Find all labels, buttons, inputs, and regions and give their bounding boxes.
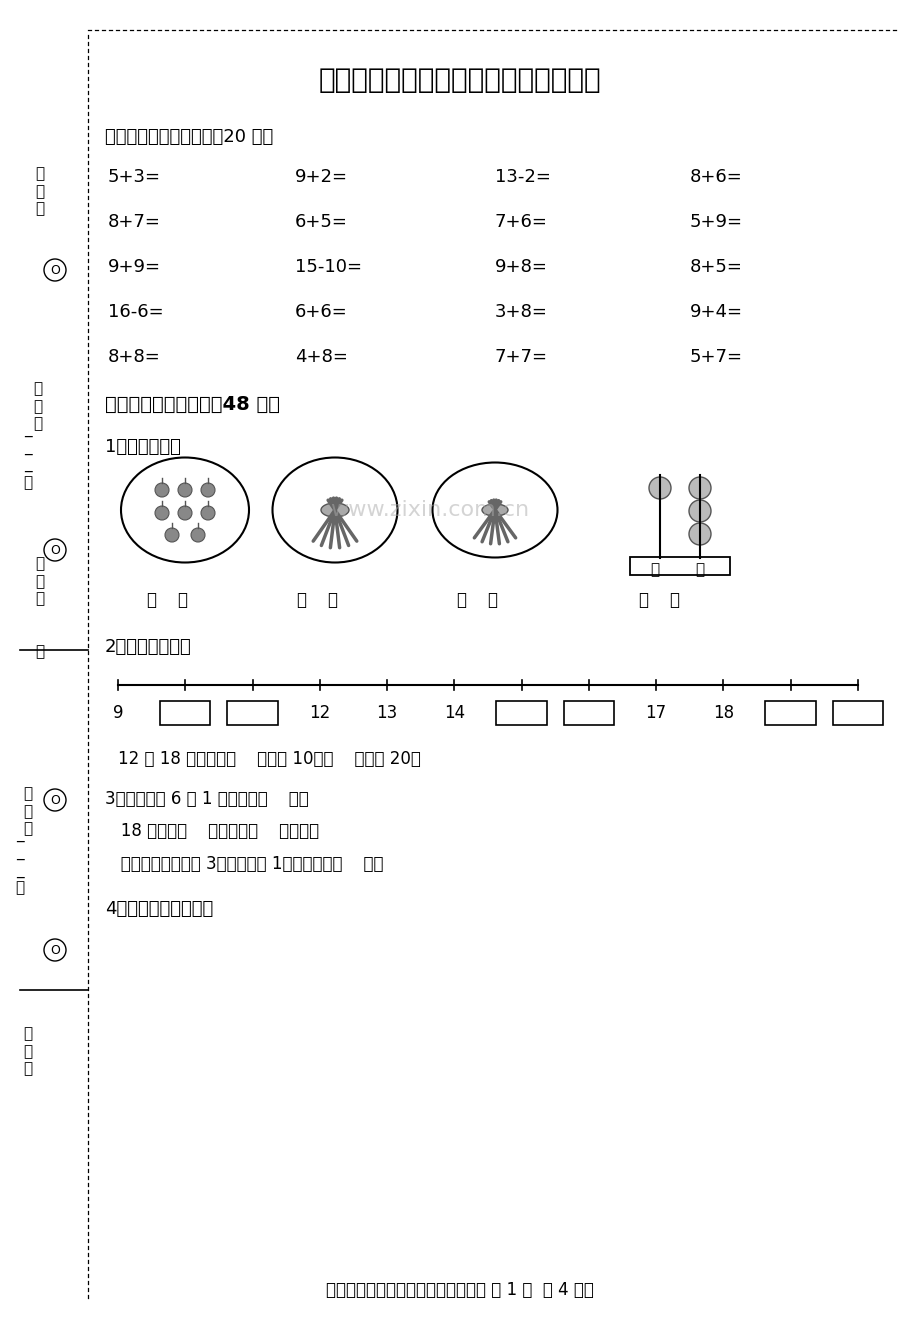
Text: 校: 校 bbox=[23, 1044, 32, 1058]
Circle shape bbox=[648, 477, 670, 499]
Text: （    ）: （ ） bbox=[147, 591, 188, 609]
Text: ：: ： bbox=[36, 201, 44, 216]
Text: 15-10=: 15-10= bbox=[295, 259, 361, 276]
Text: 7+7=: 7+7= bbox=[494, 348, 548, 367]
Text: 3+8=: 3+8= bbox=[494, 303, 548, 321]
Text: 17: 17 bbox=[645, 704, 666, 722]
Text: （    ）: （ ） bbox=[457, 591, 498, 609]
Text: 山口铺小学一年级上期期末数学试卷七: 山口铺小学一年级上期期末数学试卷七 bbox=[318, 67, 601, 95]
Text: 14: 14 bbox=[443, 704, 464, 722]
Circle shape bbox=[165, 528, 179, 543]
Text: 二、我会正确填写。（48 分）: 二、我会正确填写。（48 分） bbox=[105, 395, 279, 415]
Bar bbox=[496, 701, 546, 725]
Text: 6+6=: 6+6= bbox=[295, 303, 347, 321]
Circle shape bbox=[191, 528, 205, 543]
Text: O: O bbox=[50, 264, 60, 276]
Text: 5+3=: 5+3= bbox=[108, 168, 161, 187]
Text: 5+9=: 5+9= bbox=[689, 213, 743, 231]
Text: 考: 考 bbox=[36, 167, 44, 181]
Ellipse shape bbox=[321, 503, 348, 517]
Text: 8+5=: 8+5= bbox=[689, 259, 742, 276]
Text: 9+4=: 9+4= bbox=[689, 303, 743, 321]
Bar bbox=[160, 701, 210, 725]
Text: 9+9=: 9+9= bbox=[108, 259, 161, 276]
Text: _: _ bbox=[17, 862, 24, 877]
Text: www.zixin.com.cn: www.zixin.com.cn bbox=[330, 500, 529, 520]
Text: 8+8=: 8+8= bbox=[108, 348, 161, 367]
Text: 一、我能细心填得数。（20 分）: 一、我能细心填得数。（20 分） bbox=[105, 128, 273, 147]
Text: 2、按顺序填数。: 2、按顺序填数。 bbox=[105, 639, 191, 656]
Text: 班: 班 bbox=[23, 786, 32, 801]
Circle shape bbox=[200, 507, 215, 520]
Text: 16-6=: 16-6= bbox=[108, 303, 164, 321]
Circle shape bbox=[177, 507, 192, 520]
Text: O: O bbox=[50, 793, 60, 806]
Text: 18 里面有（    ）个十和（    ）个一。: 18 里面有（ ）个十和（ ）个一。 bbox=[105, 822, 319, 840]
Text: ：: ： bbox=[36, 592, 44, 607]
Circle shape bbox=[200, 483, 215, 497]
Text: 密: 密 bbox=[16, 880, 25, 894]
Circle shape bbox=[154, 483, 169, 497]
Text: 十: 十 bbox=[650, 563, 659, 577]
Text: _: _ bbox=[24, 457, 32, 472]
Bar bbox=[832, 701, 882, 725]
Text: 场: 场 bbox=[33, 399, 42, 413]
Text: 9: 9 bbox=[113, 704, 123, 722]
Ellipse shape bbox=[482, 504, 507, 516]
Text: 5+7=: 5+7= bbox=[689, 348, 743, 367]
Text: 9+8=: 9+8= bbox=[494, 259, 548, 276]
Text: 8+7=: 8+7= bbox=[108, 213, 161, 231]
Circle shape bbox=[177, 483, 192, 497]
Text: 封: 封 bbox=[36, 644, 44, 659]
Text: 13-2=: 13-2= bbox=[494, 168, 550, 187]
Text: 号: 号 bbox=[36, 184, 44, 199]
Text: _: _ bbox=[17, 845, 24, 860]
Bar bbox=[563, 701, 614, 725]
Circle shape bbox=[688, 477, 710, 499]
Bar bbox=[765, 701, 815, 725]
Text: 9+2=: 9+2= bbox=[295, 168, 347, 187]
Text: O: O bbox=[50, 544, 60, 556]
Text: 8+6=: 8+6= bbox=[689, 168, 742, 187]
Text: 一个数的个位上是 3，十位上是 1，这个数是（    ）。: 一个数的个位上是 3，十位上是 1，这个数是（ ）。 bbox=[105, 854, 383, 873]
Text: 级: 级 bbox=[23, 475, 32, 491]
Text: 学: 学 bbox=[23, 1026, 32, 1041]
Text: O: O bbox=[50, 944, 60, 957]
Text: 4、数一数，填一填。: 4、数一数，填一填。 bbox=[105, 900, 213, 918]
Text: 姓: 姓 bbox=[36, 556, 44, 571]
Text: 18: 18 bbox=[712, 704, 733, 722]
Bar bbox=[630, 557, 729, 575]
Text: ：: ： bbox=[33, 416, 42, 432]
Text: ：: ： bbox=[23, 1061, 32, 1076]
Bar bbox=[227, 701, 278, 725]
Text: _: _ bbox=[24, 423, 32, 437]
Text: 12 和 18 两个数，（    ）接近 10，（    ）接近 20。: 12 和 18 两个数，（ ）接近 10，（ ）接近 20。 bbox=[118, 750, 420, 768]
Text: 【小学一年级期末素质测评数学试卷 第 1 页  共 4 页】: 【小学一年级期末素质测评数学试卷 第 1 页 共 4 页】 bbox=[325, 1281, 594, 1298]
Text: 6+5=: 6+5= bbox=[295, 213, 347, 231]
Text: 7+6=: 7+6= bbox=[494, 213, 548, 231]
Text: 名: 名 bbox=[36, 573, 44, 589]
Text: （    ）: （ ） bbox=[639, 591, 680, 609]
Text: 3、一个十和 6 个 1 合起来是（    ）。: 3、一个十和 6 个 1 合起来是（ ）。 bbox=[105, 790, 309, 808]
Circle shape bbox=[688, 500, 710, 523]
Text: 级: 级 bbox=[23, 804, 32, 818]
Text: _: _ bbox=[24, 440, 32, 455]
Text: 12: 12 bbox=[309, 704, 330, 722]
Text: （    ）: （ ） bbox=[297, 591, 338, 609]
Circle shape bbox=[688, 523, 710, 545]
Text: 4+8=: 4+8= bbox=[295, 348, 347, 367]
Text: 1、看图写数。: 1、看图写数。 bbox=[105, 439, 181, 456]
Text: 13: 13 bbox=[376, 704, 397, 722]
Text: _: _ bbox=[17, 828, 24, 842]
Text: 考: 考 bbox=[33, 381, 42, 396]
Circle shape bbox=[154, 507, 169, 520]
Text: ：: ： bbox=[23, 821, 32, 836]
Text: 个: 个 bbox=[695, 563, 704, 577]
